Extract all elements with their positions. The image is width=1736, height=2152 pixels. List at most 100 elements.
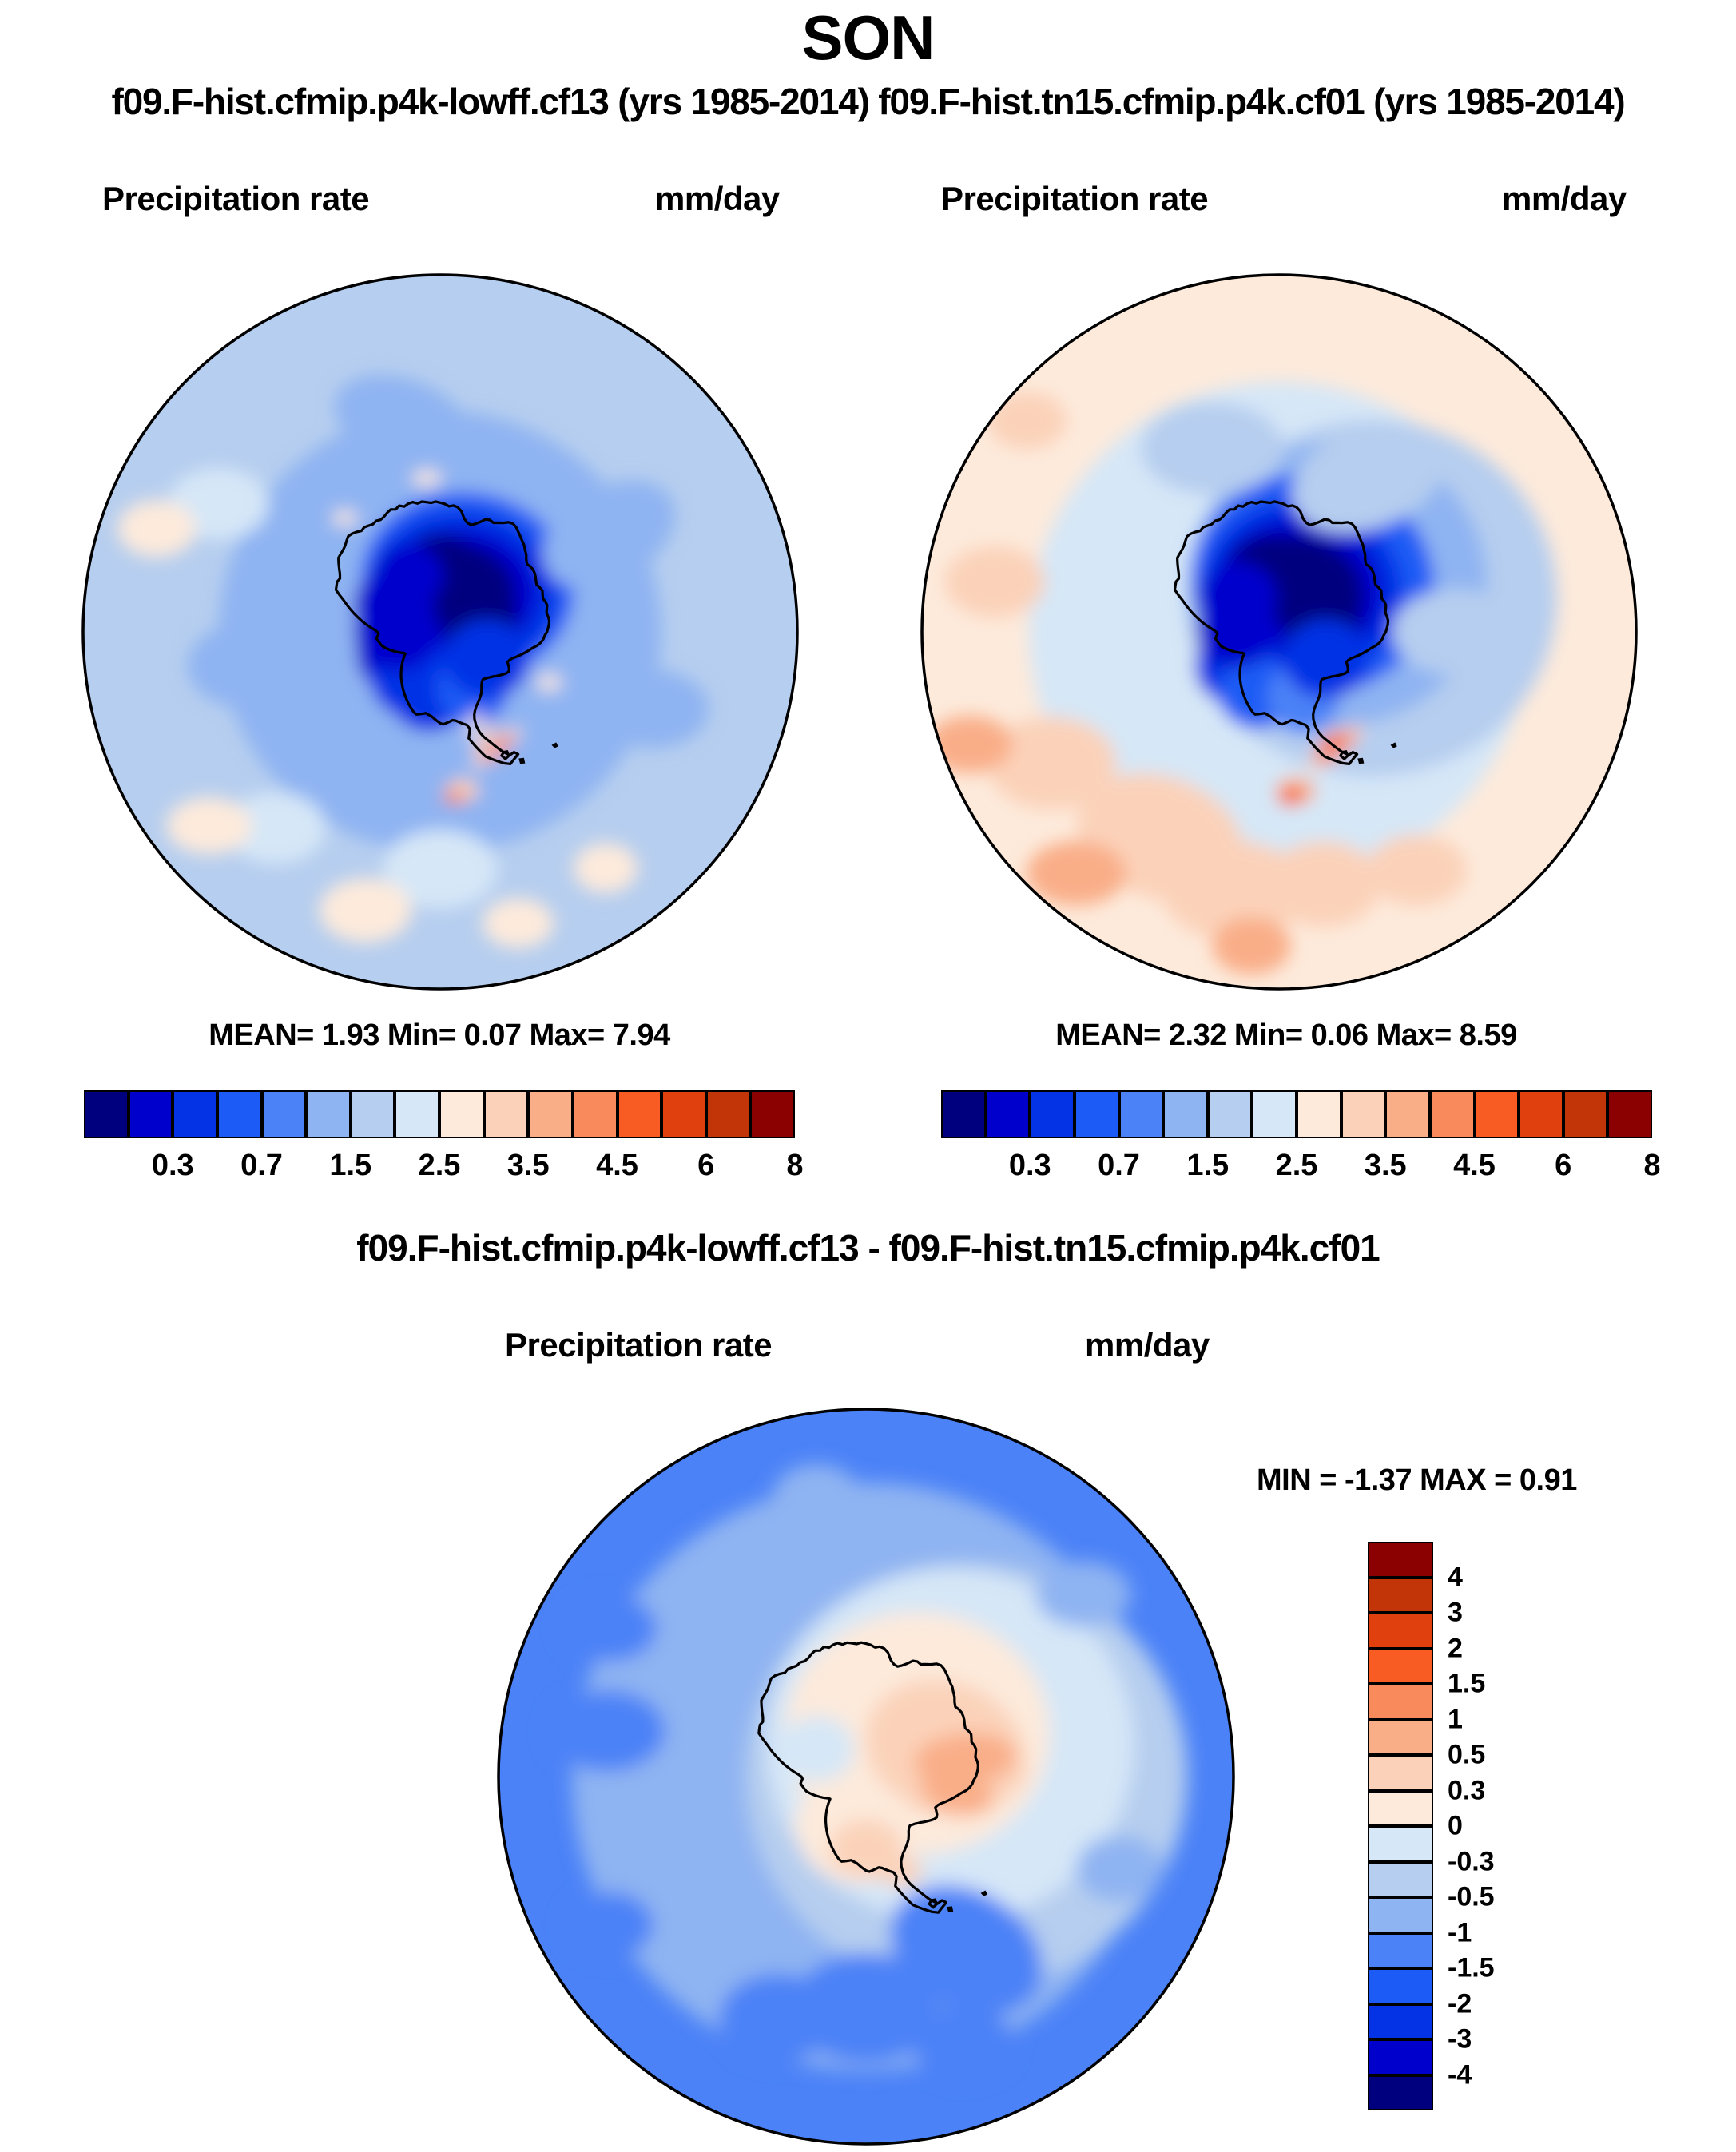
colorbar-segment: [1368, 1790, 1433, 1826]
coastline: [757, 1641, 979, 1914]
colorbar-segment: [1368, 1755, 1433, 1791]
map-boundary: [920, 273, 1638, 991]
colorbar-segment: [1252, 1090, 1297, 1138]
colorbar-segment: [985, 1090, 1031, 1138]
right-map-svg: [920, 273, 1638, 991]
colorbar-tick-label: 6: [1555, 1149, 1572, 1182]
colorbar-tick-label: 1.5: [329, 1149, 372, 1182]
colorbar-segment: [1368, 2003, 1433, 2039]
colorbar-segment: [528, 1090, 573, 1138]
colorbar-tick-label: 2.5: [1275, 1149, 1318, 1182]
colorbar-segment: [572, 1090, 618, 1138]
colorbar-segment: [1368, 1861, 1433, 1897]
colorbar-tick-label: -1: [1448, 1917, 1472, 1948]
colorbar-segment: [1368, 1577, 1433, 1613]
case-subtitle: f09.F-hist.cfmip.p4k-lowff.cf13 (yrs 198…: [111, 81, 1625, 122]
left-colorbar: [84, 1090, 795, 1138]
left-polar-map: [80, 272, 800, 992]
colorbar-tick-label: -0.5: [1448, 1881, 1495, 1912]
colorbar-tick-label: 0.3: [1448, 1775, 1486, 1805]
colorbar-segment: [350, 1090, 395, 1138]
colorbar-segment: [1368, 1826, 1433, 1862]
colorbar-segment: [128, 1090, 173, 1138]
colorbar-segment: [439, 1090, 484, 1138]
page-title: SON: [801, 2, 935, 73]
colorbar-segment: [661, 1090, 706, 1138]
colorbar-segment: [1368, 1719, 1433, 1755]
right-polar-map: [919, 272, 1639, 992]
colorbar-segment: [1563, 1090, 1608, 1138]
left-colorbar-ticks: 0.3 0.7 1.5 2.5 3.5 4.5 6 8: [84, 1149, 804, 1189]
colorbar-tick-label: 6: [697, 1149, 715, 1182]
colorbar-tick-label: 3.5: [506, 1149, 550, 1182]
left-map-svg: [81, 273, 799, 991]
colorbar-segment: [395, 1090, 439, 1138]
colorbar-tick-label: 0.5: [1448, 1739, 1486, 1770]
colorbar-tick-label: -1.5: [1448, 1952, 1495, 1983]
left-panel-variable-label: Precipitation rate: [102, 180, 370, 217]
colorbar-tick-label: 4: [1448, 1562, 1463, 1592]
difference-title: f09.F-hist.cfmip.p4k-lowff.cf13 - f09.F-…: [356, 1227, 1380, 1269]
difference-polar-map: [495, 1406, 1237, 2147]
colorbar-tick-label: 1.5: [1448, 1668, 1486, 1699]
colorbar-segment: [750, 1090, 795, 1138]
colorbar-segment: [1368, 1968, 1433, 2004]
colorbar-segment: [1341, 1090, 1386, 1138]
left-panel-stats: MEAN= 1.93 Min= 0.07 Max= 7.94: [209, 1018, 670, 1052]
right-panel-variable-label: Precipitation rate: [941, 180, 1209, 217]
colorbar-tick-label: 8: [1643, 1149, 1661, 1182]
colorbar-segment: [1368, 1897, 1433, 1933]
colorbar-segment: [1368, 1613, 1433, 1649]
colorbar-tick-label: -4: [1448, 2059, 1472, 2090]
colorbar-tick-label: 0.7: [1098, 1149, 1140, 1182]
coastline: [334, 500, 551, 765]
colorbar-tick-label: 0.7: [240, 1149, 283, 1182]
colorbar-segment: [306, 1090, 351, 1138]
colorbar-segment: [1368, 2075, 1433, 2110]
right-panel-stats: MEAN= 2.32 Min= 0.06 Max= 8.59: [1055, 1018, 1517, 1052]
map-boundary: [497, 1408, 1235, 2146]
right-colorbar-ticks: 0.3 0.7 1.5 2.5 3.5 4.5 6 8: [941, 1149, 1661, 1189]
colorbar-segment: [1474, 1090, 1519, 1138]
colorbar-tick-label: 2: [1448, 1633, 1463, 1663]
difference-colorbar-ticks: 4 3 2 1.5 1 0.5 0.3 0 -0.3 -0.5 -1 -1.5 -2 -3 -4: [1448, 1542, 1623, 2110]
right-colorbar: [941, 1090, 1652, 1138]
colorbar-segment: [173, 1090, 217, 1138]
colorbar-segment: [1368, 1648, 1433, 1684]
colorbar-segment: [941, 1090, 986, 1138]
map-boundary: [81, 273, 799, 991]
colorbar-segment: [1607, 1090, 1652, 1138]
difference-colorbar: [1368, 1542, 1433, 2110]
right-panel-units-label: mm/day: [1502, 180, 1627, 217]
colorbar-tick-label: -3: [1448, 2023, 1472, 2055]
colorbar-segment: [1429, 1090, 1475, 1138]
colorbar-tick-label: 8: [786, 1149, 804, 1182]
colorbar-segment: [1207, 1090, 1253, 1138]
colorbar-tick-label: -0.3: [1448, 1846, 1495, 1876]
left-panel-units-label: mm/day: [655, 180, 780, 217]
colorbar-tick-label: -2: [1448, 1988, 1472, 2019]
colorbar-segment: [1368, 1542, 1433, 1578]
coastline: [1173, 500, 1390, 765]
diff-map-svg: [497, 1408, 1235, 2146]
colorbar-segment: [1074, 1090, 1119, 1138]
colorbar-segment: [261, 1090, 307, 1138]
colorbar-tick-label: 0: [1448, 1810, 1463, 1841]
colorbar-tick-label: 1: [1448, 1704, 1463, 1734]
colorbar-segment: [705, 1090, 751, 1138]
colorbar-segment: [1368, 2039, 1433, 2075]
colorbar-tick-label: 3: [1448, 1597, 1463, 1628]
colorbar-segment: [1385, 1090, 1430, 1138]
colorbar-tick-label: 4.5: [596, 1149, 638, 1182]
colorbar-segment: [617, 1090, 662, 1138]
colorbar-tick-label: 1.5: [1186, 1149, 1230, 1182]
colorbar-segment: [217, 1090, 262, 1138]
colorbar-segment: [84, 1090, 129, 1138]
colorbar-segment: [1030, 1090, 1075, 1138]
colorbar-segment: [1118, 1090, 1164, 1138]
colorbar-tick-label: 0.3: [1008, 1149, 1051, 1182]
colorbar-segment: [1368, 1932, 1433, 1968]
colorbar-segment: [483, 1090, 529, 1138]
colorbar-segment: [1163, 1090, 1208, 1138]
diff-panel-units-label: mm/day: [1085, 1326, 1210, 1364]
